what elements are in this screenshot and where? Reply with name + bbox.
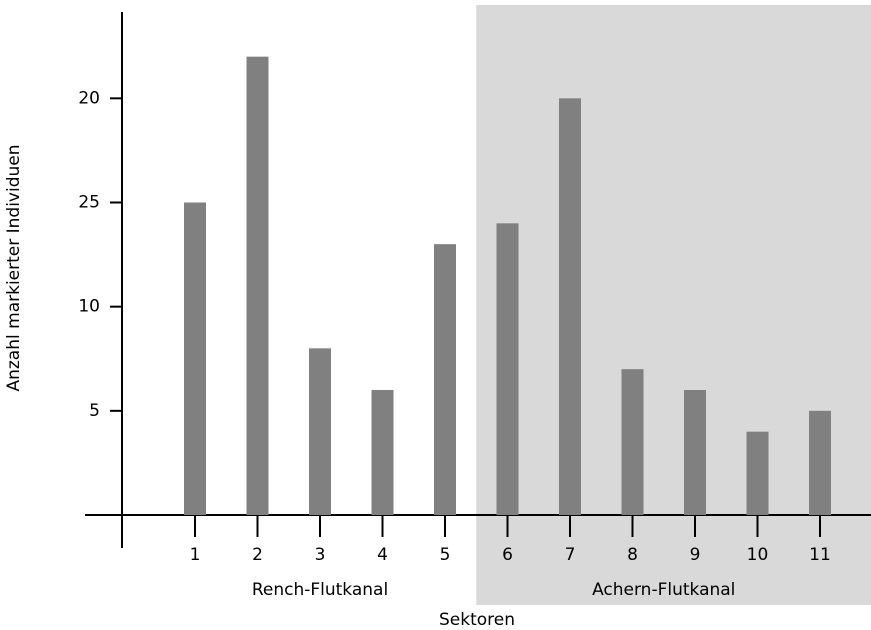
x-axis-label: Sektoren bbox=[439, 610, 515, 630]
y-axis-label: Anzahl markierter Individuen bbox=[4, 144, 24, 391]
y-tick-label: 20 bbox=[78, 88, 100, 108]
bar bbox=[184, 202, 206, 515]
y-tick-label: 5 bbox=[89, 401, 100, 421]
x-tick-label: 11 bbox=[809, 545, 831, 565]
bar bbox=[309, 348, 331, 515]
bar bbox=[434, 244, 456, 515]
bar bbox=[496, 223, 519, 516]
x-tick-label: 5 bbox=[440, 545, 451, 565]
x-tick-label: 8 bbox=[627, 545, 638, 565]
x-tick-label: 6 bbox=[502, 545, 513, 565]
x-tick-label: 2 bbox=[252, 545, 263, 565]
bar bbox=[684, 390, 706, 515]
bar bbox=[559, 98, 581, 515]
bar bbox=[621, 369, 644, 515]
bar bbox=[809, 410, 831, 515]
bar bbox=[246, 56, 269, 516]
x-tick-label: 7 bbox=[565, 545, 576, 565]
x-tick-label: 1 bbox=[190, 545, 201, 565]
x-tick-label: 4 bbox=[377, 545, 388, 565]
group-label: Rench-Flutkanal bbox=[252, 580, 388, 600]
x-tick-label: 3 bbox=[315, 545, 326, 565]
group-label: Achern-Flutkanal bbox=[592, 580, 735, 600]
group-shade bbox=[476, 5, 871, 605]
x-tick-label: 9 bbox=[690, 545, 701, 565]
y-tick-label: 25 bbox=[78, 193, 100, 213]
bar bbox=[371, 390, 394, 515]
bar bbox=[746, 431, 769, 515]
y-tick-label: 10 bbox=[78, 297, 100, 317]
x-tick-label: 10 bbox=[747, 545, 769, 565]
